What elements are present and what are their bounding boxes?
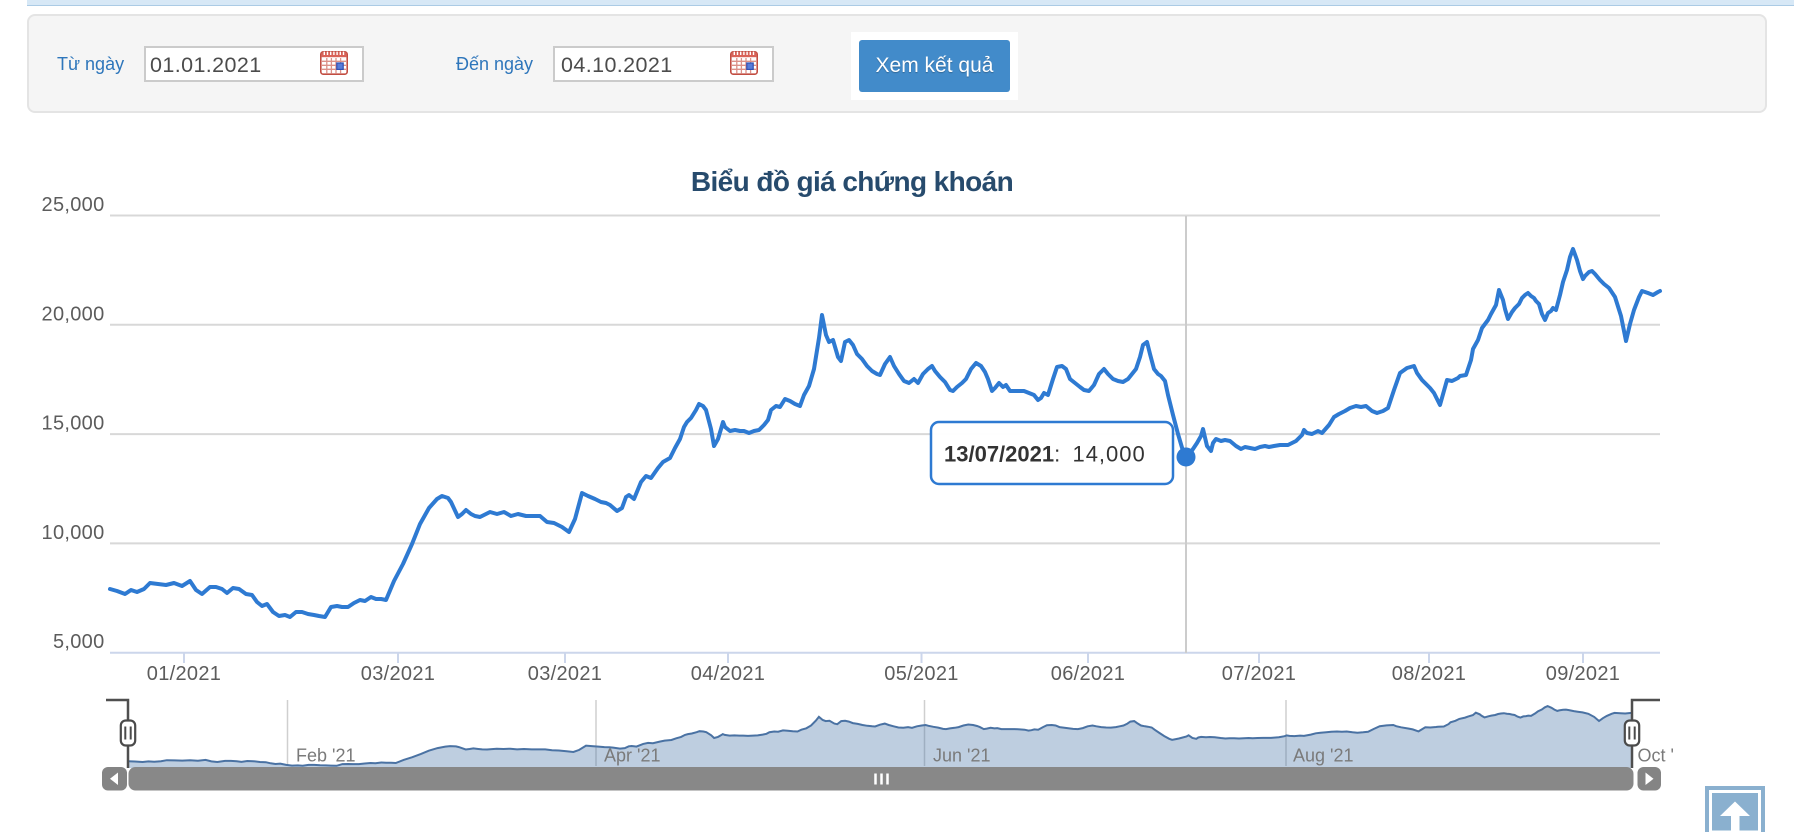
svg-text:25,000: 25,000 (42, 194, 105, 216)
svg-text:09/2021: 09/2021 (1546, 663, 1620, 685)
svg-text:15,000: 15,000 (42, 413, 105, 435)
svg-text:Apr '21: Apr '21 (604, 746, 660, 766)
svg-text:Oct ': Oct ' (1638, 746, 1674, 766)
svg-text:05/2021: 05/2021 (884, 663, 958, 685)
svg-text:5,000: 5,000 (53, 631, 105, 653)
svg-text:08/2021: 08/2021 (1392, 663, 1466, 685)
svg-text:07/2021: 07/2021 (1222, 663, 1296, 685)
svg-text:03/2021: 03/2021 (528, 663, 602, 685)
svg-text:Aug '21: Aug '21 (1293, 746, 1354, 766)
svg-text:Biểu đồ giá chứng khoán: Biểu đồ giá chứng khoán (691, 166, 1013, 197)
svg-text:13/07/2021: 14,000: 13/07/2021: 14,000 (944, 442, 1146, 467)
svg-text:03/2021: 03/2021 (361, 663, 435, 685)
svg-text:06/2021: 06/2021 (1051, 663, 1125, 685)
svg-text:Feb '21: Feb '21 (296, 746, 355, 766)
svg-text:01/2021: 01/2021 (147, 663, 221, 685)
svg-text:10,000: 10,000 (42, 522, 105, 544)
svg-text:04/2021: 04/2021 (691, 663, 765, 685)
svg-text:20,000: 20,000 (42, 303, 105, 325)
svg-text:Jun '21: Jun '21 (933, 746, 990, 766)
